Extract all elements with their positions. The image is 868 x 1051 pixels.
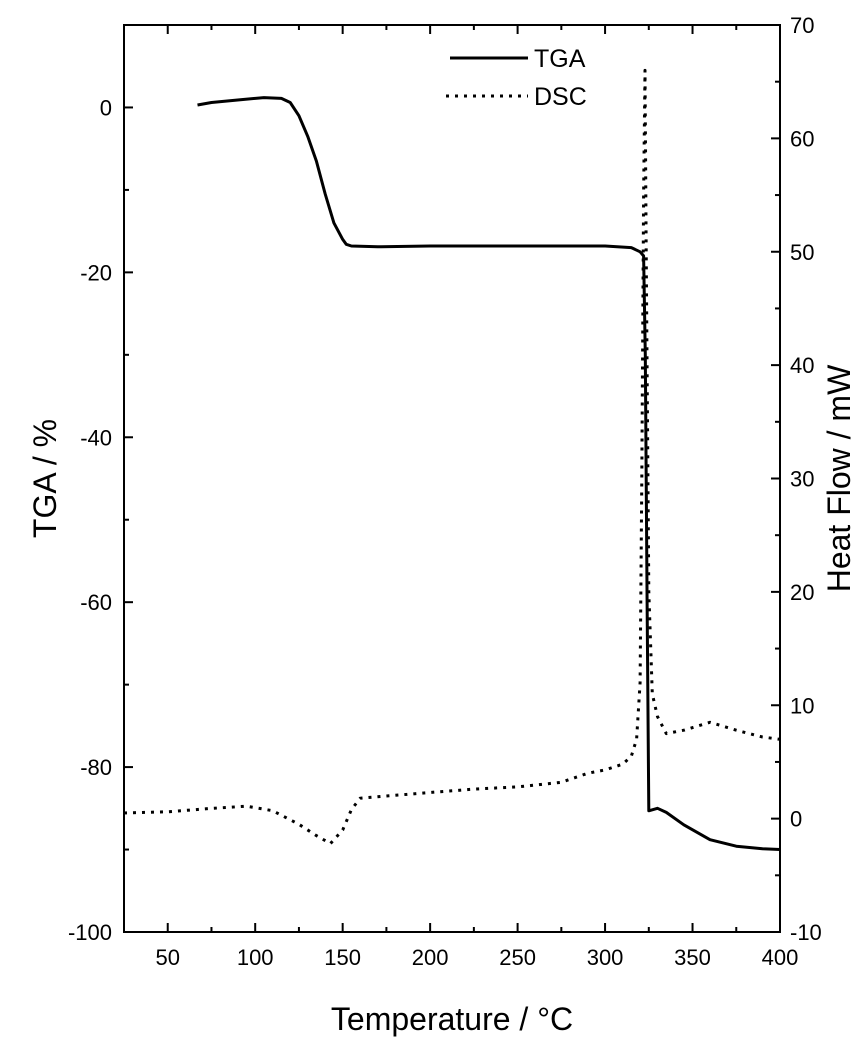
legend-label-tga: TGA: [534, 45, 586, 73]
x-tick-label: 350: [674, 945, 711, 970]
y-right-tick-label: 20: [790, 580, 814, 605]
y-left-tick-label: -80: [80, 755, 112, 780]
x-tick-label: 100: [237, 945, 274, 970]
x-tick-label: 200: [412, 945, 449, 970]
y-right-tick-label: 70: [790, 13, 814, 38]
y-right-tick-label: -10: [790, 920, 822, 945]
y-right-tick-label: 40: [790, 353, 814, 378]
y-right-tick-label: 60: [790, 126, 814, 151]
y-left-tick-label: 0: [100, 95, 112, 120]
ticks-layer: [123, 24, 781, 933]
x-axis-title: Temperature / °C: [331, 1001, 573, 1037]
x-tick-label: 300: [587, 945, 624, 970]
x-tick-label: 400: [762, 945, 799, 970]
series-line-tga: [197, 96, 781, 851]
y-right-axis-title: Heat Flow / mW: [821, 364, 857, 592]
plot-frame: [123, 24, 781, 933]
y-right-tick-label: 10: [790, 693, 814, 718]
x-tick-label: 150: [324, 945, 361, 970]
y-right-tick-label: 30: [790, 467, 814, 492]
legend-label-dsc: DSC: [534, 83, 587, 111]
y-left-tick-label: -60: [80, 590, 112, 615]
series-layer: [123, 68, 781, 851]
tick-labels-layer: 50 100 150 200 250 300 350 4000-20-40-60-80-100…: [68, 13, 822, 970]
x-tick-label: 250: [499, 945, 536, 970]
y-right-tick-label: 50: [790, 240, 814, 265]
y-left-tick-label: -100: [68, 920, 112, 945]
series-line-dsc: [123, 68, 781, 846]
x-tick-label: 50: [155, 945, 179, 970]
y-left-axis-title: TGA / %: [27, 419, 63, 538]
y-left-tick-label: -20: [80, 260, 112, 285]
legend: TGA DSC: [446, 45, 587, 111]
y-left-tick-label: -40: [80, 425, 112, 450]
y-right-tick-label: 0: [790, 807, 802, 832]
